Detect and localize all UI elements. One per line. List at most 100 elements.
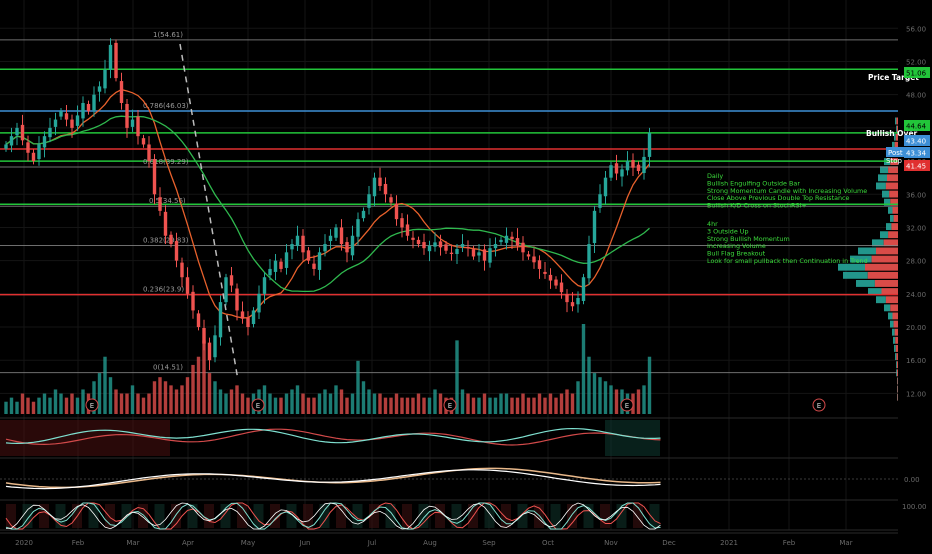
candle-body [241,311,244,318]
volume-bar [598,377,601,414]
volume-profile-bar-down [868,272,898,279]
candle-body [433,242,436,246]
candle-body [444,244,447,250]
volume-profile-bar-down [875,280,898,287]
volume-bar [109,377,112,414]
volume-bar [180,385,183,414]
earnings-marker-label: E [256,402,260,410]
volume-bar [554,398,557,414]
volume-bar [472,398,475,414]
volume-bar [208,373,211,414]
candle-body [263,277,266,294]
earnings-marker-label: E [448,402,452,410]
candle-body [76,115,79,125]
volume-bar [274,398,277,414]
volume-bar [169,385,172,414]
volume-bar [406,398,409,414]
volume-profile-bar-up [882,191,889,198]
candle-body [257,294,260,313]
volume-profile-bar-down [894,215,898,222]
volume-bar [70,394,73,414]
candle-body [180,263,183,278]
volume-profile-bar-up [890,321,894,328]
candle-body [274,261,277,272]
volume-bar [609,385,612,414]
candle-body [296,236,299,246]
candle-body [576,298,579,304]
candle-body [604,178,607,197]
volume-bar [191,365,194,414]
volume-bar [202,340,205,414]
candle-body [356,219,359,237]
candle-body [378,178,381,186]
volume-bar [37,398,40,414]
volume-bar [10,398,13,414]
volume-bar [505,394,508,414]
candle-body [499,240,502,242]
candle-body [395,204,398,220]
volume-bar [76,398,79,414]
volume-profile-bar-up [895,353,896,360]
candle-body [32,153,35,161]
price-axis-tick: 16.00 [906,357,926,365]
x-axis-tick: May [241,539,255,547]
candle-body [598,194,601,208]
volume-bar [499,394,502,414]
candle-body [565,294,568,302]
candle-body [131,120,134,127]
volume-bar [307,398,310,414]
volume-bar [334,385,337,414]
volume-bar [81,389,84,414]
volume-bar [527,398,530,414]
candle-body [120,81,123,103]
candle-body [252,310,255,324]
candle-body [136,117,139,137]
candle-body [593,211,596,243]
volume-profile-bar-down [893,313,899,320]
candle-body [98,86,101,91]
volume-bar [241,394,244,414]
volume-bar [516,398,519,414]
candle-body [532,256,535,262]
x-axis-tick: Jul [367,539,377,547]
indicator3-shade [353,504,363,528]
volume-profile-bar-down [865,264,898,271]
candle-body [290,244,293,249]
volume-bar [142,398,145,414]
volume-bar [54,389,57,414]
daily-annotation-line: Bullish K/D Cross on StochRSI+ [707,202,807,210]
candle-body [26,142,29,152]
volume-bar [318,394,321,414]
volume-bar [571,394,574,414]
volume-bar [532,398,535,414]
candle-body [21,125,24,140]
candle-body [208,343,211,361]
candle-body [450,253,453,254]
volume-bar [197,357,200,414]
volume-bar [98,373,101,414]
volume-bar [219,389,222,414]
volume-bar [521,394,524,414]
candle-body [197,313,200,327]
candle-body [235,289,238,311]
price-badge-label: 43.40 [906,138,926,146]
volume-bar [422,398,425,414]
x-axis-tick: Mar [126,539,139,547]
volume-profile-bar-up [886,223,891,230]
candle-body [4,144,7,148]
price-axis-tick: 56.00 [906,25,926,33]
candle-body [186,277,189,294]
volume-bar [439,394,442,414]
candle-body [521,243,524,253]
candle-body [455,249,458,254]
candle-body [81,103,84,118]
candle-body [114,43,117,78]
candle-body [213,335,216,357]
candle-body [15,128,18,135]
candle-body [642,157,645,173]
volume-bar [329,394,332,414]
volume-profile-bar-down [876,248,898,255]
candle-body [461,244,464,247]
indicator3-shade [501,504,511,528]
x-axis-tick: Nov [604,539,618,547]
